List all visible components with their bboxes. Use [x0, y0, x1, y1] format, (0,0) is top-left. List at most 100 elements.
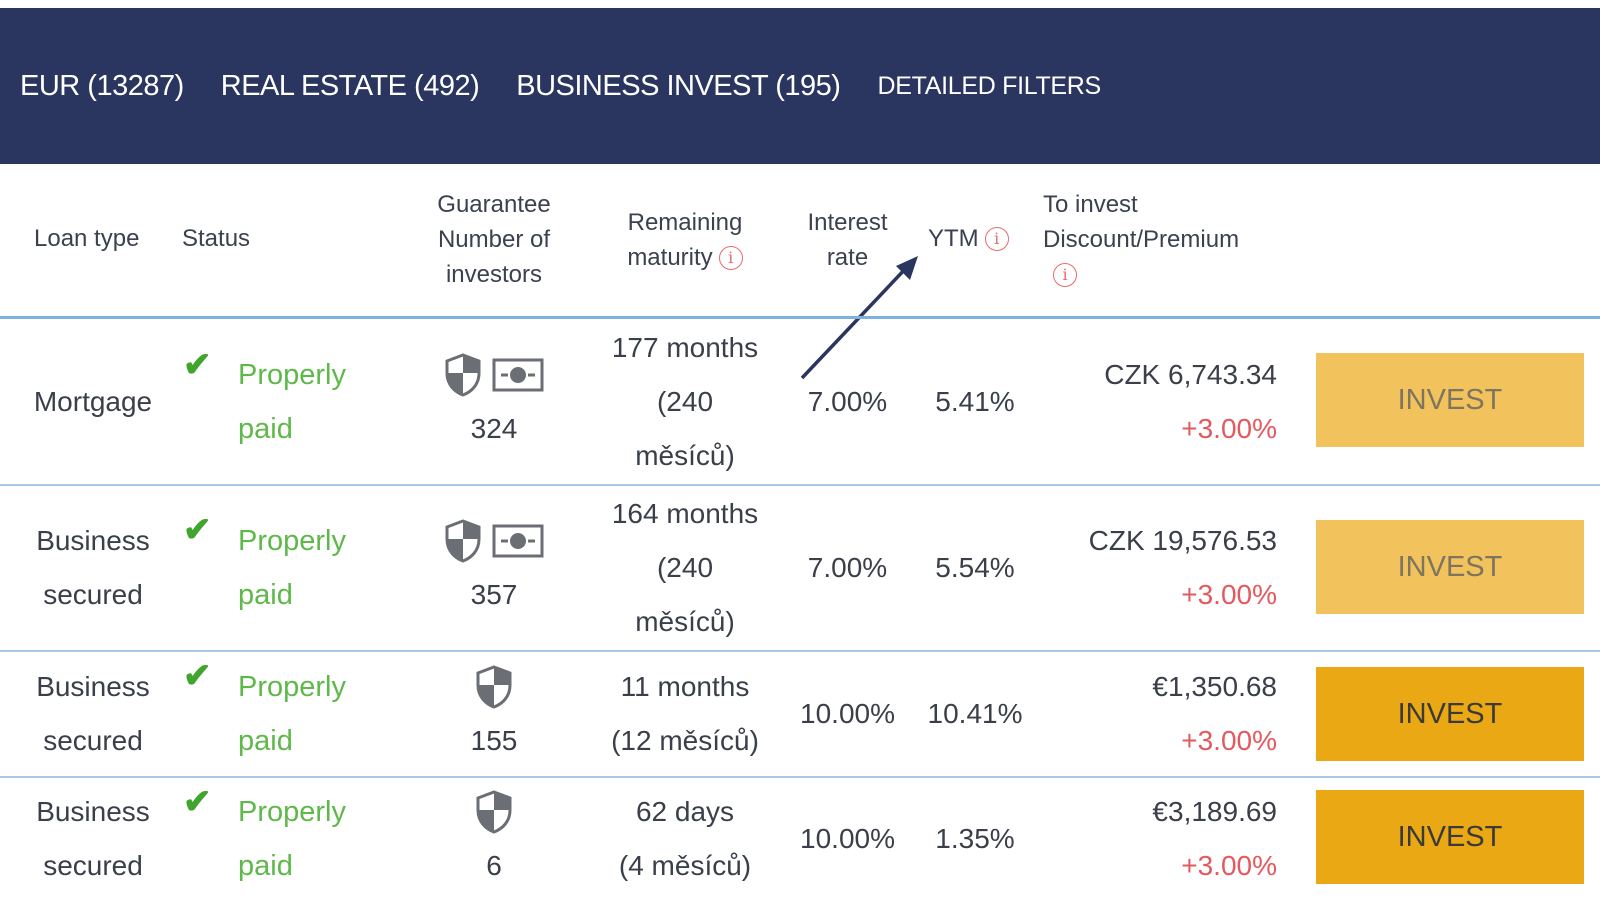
maturity-line3: měsíců) — [635, 606, 735, 637]
shield-icon — [475, 665, 513, 709]
header-remaining-line2: maturity — [627, 244, 713, 271]
interest-rate: 10.00% — [800, 698, 895, 729]
info-icon[interactable]: i — [718, 246, 743, 270]
invest-button[interactable]: INVEST — [1316, 520, 1584, 614]
guarantee-cell: 324 — [404, 319, 584, 484]
interest-cell: 7.00% — [790, 486, 905, 650]
maturity-line2: (240 — [656, 552, 714, 583]
check-icon: ✔ — [183, 783, 212, 821]
tab-business-invest[interactable]: BUSINESS INVEST (195) — [516, 69, 841, 102]
tab-real-estate[interactable]: REAL ESTATE (492) — [220, 69, 480, 102]
arrow-annotation — [800, 256, 918, 380]
premium-value: +3.00% — [1181, 412, 1277, 444]
to-invest-cell: CZK 19,576.53 +3.00% — [1040, 486, 1277, 650]
invest-button[interactable]: INVEST — [1316, 667, 1584, 761]
status-line1: Properly — [238, 358, 346, 391]
row-divider — [0, 776, 1600, 778]
cash-icon — [492, 358, 544, 392]
header-divider — [0, 316, 1600, 319]
info-icon[interactable]: i — [984, 227, 1009, 251]
filter-tabs-bar: EUR (13287) REAL ESTATE (492) BUSINESS I… — [0, 8, 1600, 164]
investors-count: 155 — [470, 725, 518, 756]
ytm-cell: 5.41% — [910, 319, 1040, 484]
maturity-line2: (240 — [656, 385, 714, 417]
shield-icon — [444, 352, 482, 397]
header-status[interactable]: Status — [182, 225, 251, 252]
header-ytm-label: YTM — [928, 225, 979, 252]
cash-icon — [492, 524, 544, 558]
maturity-cell: 11 months (12 měsíců) — [590, 652, 780, 776]
loan-type-cell: Business secured — [0, 486, 186, 650]
amount-value: CZK 6,743.34 — [1104, 358, 1277, 390]
premium-value: +3.00% — [1181, 579, 1277, 610]
header-interest-line1: Interest — [807, 209, 888, 236]
ytm-cell: 1.35% — [910, 778, 1040, 900]
loan-type-line2: secured — [43, 725, 143, 756]
header-interest-rate[interactable]: Interest rate — [790, 205, 905, 275]
maturity-line1: 62 days — [635, 796, 735, 827]
interest-rate: 10.00% — [800, 823, 895, 854]
header-to-invest-line1: To invest — [1043, 191, 1138, 218]
ytm-value: 5.54% — [935, 552, 1015, 583]
ytm-value: 1.35% — [935, 823, 1015, 854]
status-cell: Properly paid — [238, 652, 398, 776]
shield-icon — [444, 519, 482, 563]
header-ytm[interactable]: YTM i — [928, 221, 1009, 256]
row-divider — [0, 650, 1600, 652]
loan-type: Mortgage — [33, 385, 153, 417]
table-row[interactable]: Business secured ✔ Properly paid 357 164… — [0, 486, 1600, 650]
loan-type-cell: Mortgage — [0, 319, 186, 484]
ytm-value: 10.41% — [927, 698, 1023, 729]
header-to-invest[interactable]: To invest Discount/Premium i — [1043, 187, 1239, 292]
status-line1: Properly — [238, 796, 346, 828]
status-line1: Properly — [238, 525, 346, 557]
interest-rate: 7.00% — [807, 552, 888, 583]
maturity-line2: (4 měsíců) — [618, 850, 752, 881]
header-interest-line2: rate — [826, 244, 869, 271]
guarantee-cell: 6 — [404, 778, 584, 900]
loan-type-cell: Business secured — [0, 652, 186, 776]
premium-value: +3.00% — [1181, 850, 1277, 881]
invest-button[interactable]: INVEST — [1316, 790, 1584, 884]
to-invest-cell: CZK 6,743.34 +3.00% — [1040, 319, 1277, 484]
loan-type-line1: Business — [36, 671, 150, 702]
info-icon[interactable]: i — [1053, 263, 1077, 287]
maturity-line1: 177 months — [611, 331, 759, 363]
ytm-value: 5.41% — [935, 385, 1015, 417]
tab-eur[interactable]: EUR (13287) — [20, 69, 184, 102]
to-invest-cell: €3,189.69 +3.00% — [1040, 778, 1277, 900]
loan-type-line1: Business — [36, 525, 150, 556]
status-line2: paid — [238, 579, 293, 611]
amount-value: €3,189.69 — [1152, 796, 1277, 827]
header-guarantee-line1: Guarantee — [437, 191, 551, 218]
loan-type-cell: Business secured — [0, 778, 186, 900]
amount-value: CZK 19,576.53 — [1088, 525, 1277, 556]
invest-button[interactable]: INVEST — [1316, 353, 1584, 447]
premium-value: +3.00% — [1181, 725, 1277, 756]
header-guarantee[interactable]: Guarantee Number of investors — [404, 187, 584, 292]
loan-type-line2: secured — [43, 850, 143, 881]
table-row[interactable]: Business secured ✔ Properly paid 155 11 … — [0, 652, 1600, 776]
header-guarantee-line2: Number of — [437, 226, 551, 253]
loan-type-line1: Business — [36, 796, 150, 827]
header-to-invest-line2: Discount/Premium — [1043, 226, 1240, 253]
header-loan-type[interactable]: Loan type — [34, 225, 140, 252]
table-row[interactable]: Mortgage ✔ Properly paid 324 177 months … — [0, 319, 1600, 484]
interest-cell: 10.00% — [790, 652, 905, 776]
interest-rate: 7.00% — [807, 385, 888, 417]
header-remaining-maturity[interactable]: Remaining maturity i — [590, 205, 780, 275]
maturity-cell: 177 months (240 měsíců) — [590, 319, 780, 484]
status-line2: paid — [238, 725, 293, 757]
maturity-line1: 11 months — [620, 671, 750, 702]
check-icon: ✔ — [183, 346, 212, 384]
tab-detailed-filters[interactable]: DETAILED FILTERS — [877, 71, 1101, 100]
maturity-cell: 164 months (240 měsíců) — [590, 486, 780, 650]
row-divider — [0, 484, 1600, 486]
ytm-cell: 5.54% — [910, 486, 1040, 650]
maturity-line2: (12 měsíců) — [611, 725, 759, 756]
ytm-cell: 10.41% — [910, 652, 1040, 776]
maturity-line3: měsíců) — [635, 439, 735, 471]
status-cell: Properly paid — [238, 319, 398, 484]
table-row[interactable]: Business secured ✔ Properly paid 6 62 da… — [0, 778, 1600, 900]
status-line2: paid — [238, 412, 293, 445]
